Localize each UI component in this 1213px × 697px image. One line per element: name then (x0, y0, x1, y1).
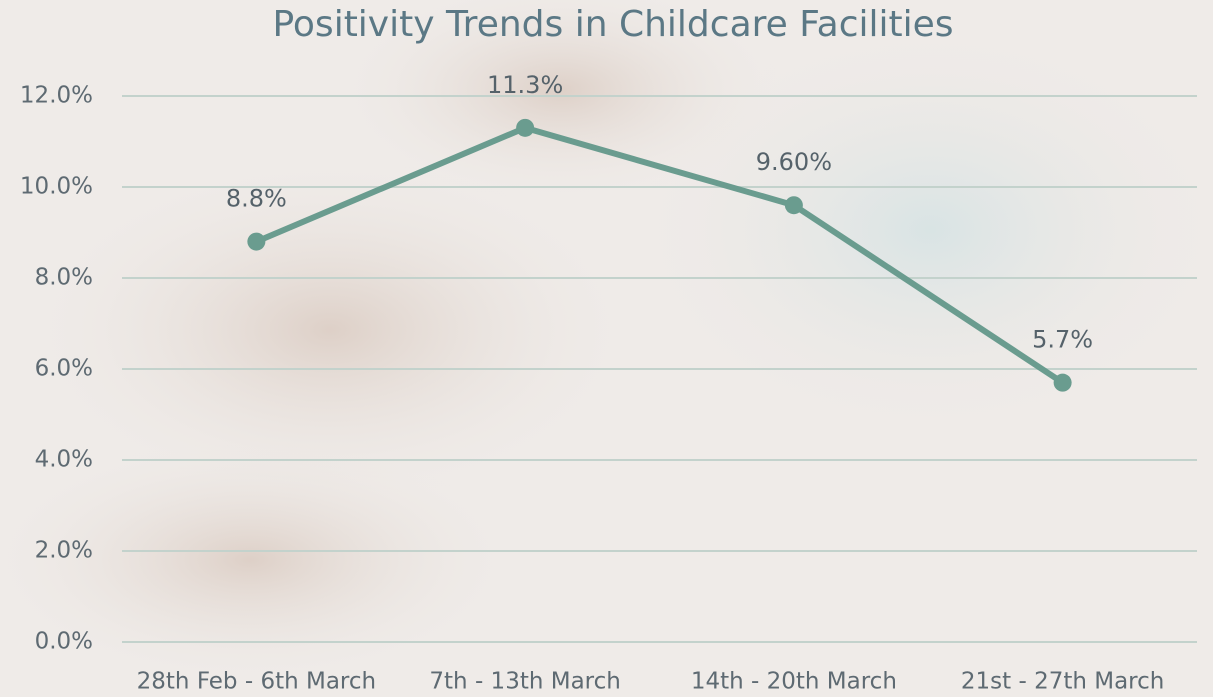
point (784, 196, 803, 215)
point (516, 118, 535, 137)
x-tick-label: 21st - 27th March (961, 669, 1164, 695)
y-tick-label: 10.0% (20, 174, 93, 200)
background-shape (30, 160, 630, 500)
data-label: 11.3% (487, 71, 563, 99)
background-shape (0, 440, 510, 680)
point (247, 232, 266, 251)
data-label: 9.60% (756, 148, 832, 176)
x-tick-label: 28th Feb - 6th March (137, 669, 376, 695)
y-tick-label: 2.0% (35, 538, 93, 564)
y-tick-label: 6.0% (35, 356, 93, 382)
data-label: 8.8% (226, 185, 287, 213)
y-tick-label: 4.0% (35, 447, 93, 473)
data-label: 5.7% (1032, 326, 1093, 354)
y-tick-label: 8.0% (35, 265, 93, 291)
x-tick-label: 7th - 13th March (429, 669, 620, 695)
chart-title: Positivity Trends in Childcare Facilitie… (272, 4, 953, 45)
point (1053, 373, 1072, 392)
y-tick-label: 0.0% (35, 629, 93, 655)
line (255, 124, 1065, 386)
background-shape (640, 30, 1213, 430)
y-tick-label: 12.0% (20, 83, 93, 109)
x-tick-label: 14th - 20th March (691, 669, 897, 695)
